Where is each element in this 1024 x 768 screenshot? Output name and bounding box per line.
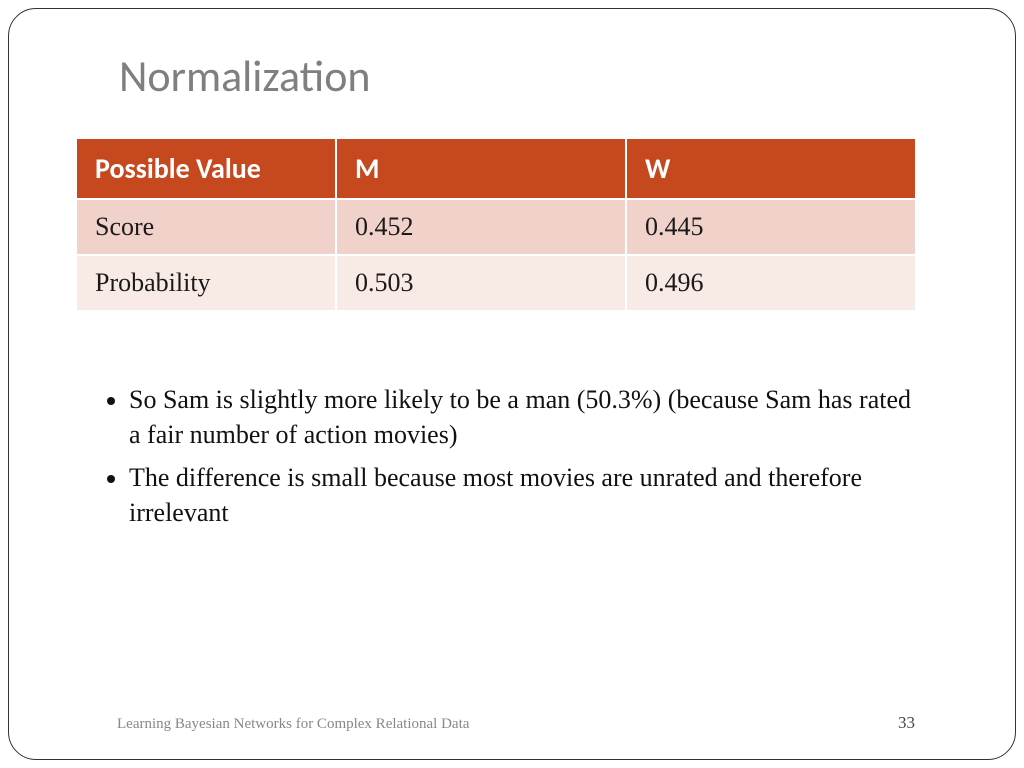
bullet-item: The difference is small because most mov… bbox=[129, 460, 915, 530]
footer-text: Learning Bayesian Networks for Complex R… bbox=[117, 716, 469, 733]
bullet-item: So Sam is slightly more likely to be a m… bbox=[129, 382, 915, 452]
cell-1-1: 0.503 bbox=[337, 256, 627, 312]
table-header-row: Possible Value M W bbox=[77, 139, 917, 200]
data-table: Possible Value M W Score 0.452 0.445 Pro… bbox=[77, 139, 917, 312]
table-row: Probability 0.503 0.496 bbox=[77, 256, 917, 312]
cell-1-2: 0.496 bbox=[627, 256, 917, 312]
slide-frame: Normalization Possible Value M W Score 0… bbox=[8, 8, 1016, 760]
bullet-list: So Sam is slightly more likely to be a m… bbox=[129, 382, 915, 530]
cell-0-1: 0.452 bbox=[337, 200, 627, 256]
col-header-0: Possible Value bbox=[77, 139, 337, 200]
cell-0-0: Score bbox=[77, 200, 337, 256]
col-header-1: M bbox=[337, 139, 627, 200]
cell-1-0: Probability bbox=[77, 256, 337, 312]
slide-title: Normalization bbox=[119, 49, 1015, 103]
page-number: 33 bbox=[898, 713, 915, 733]
col-header-2: W bbox=[627, 139, 917, 200]
table-row: Score 0.452 0.445 bbox=[77, 200, 917, 256]
cell-0-2: 0.445 bbox=[627, 200, 917, 256]
